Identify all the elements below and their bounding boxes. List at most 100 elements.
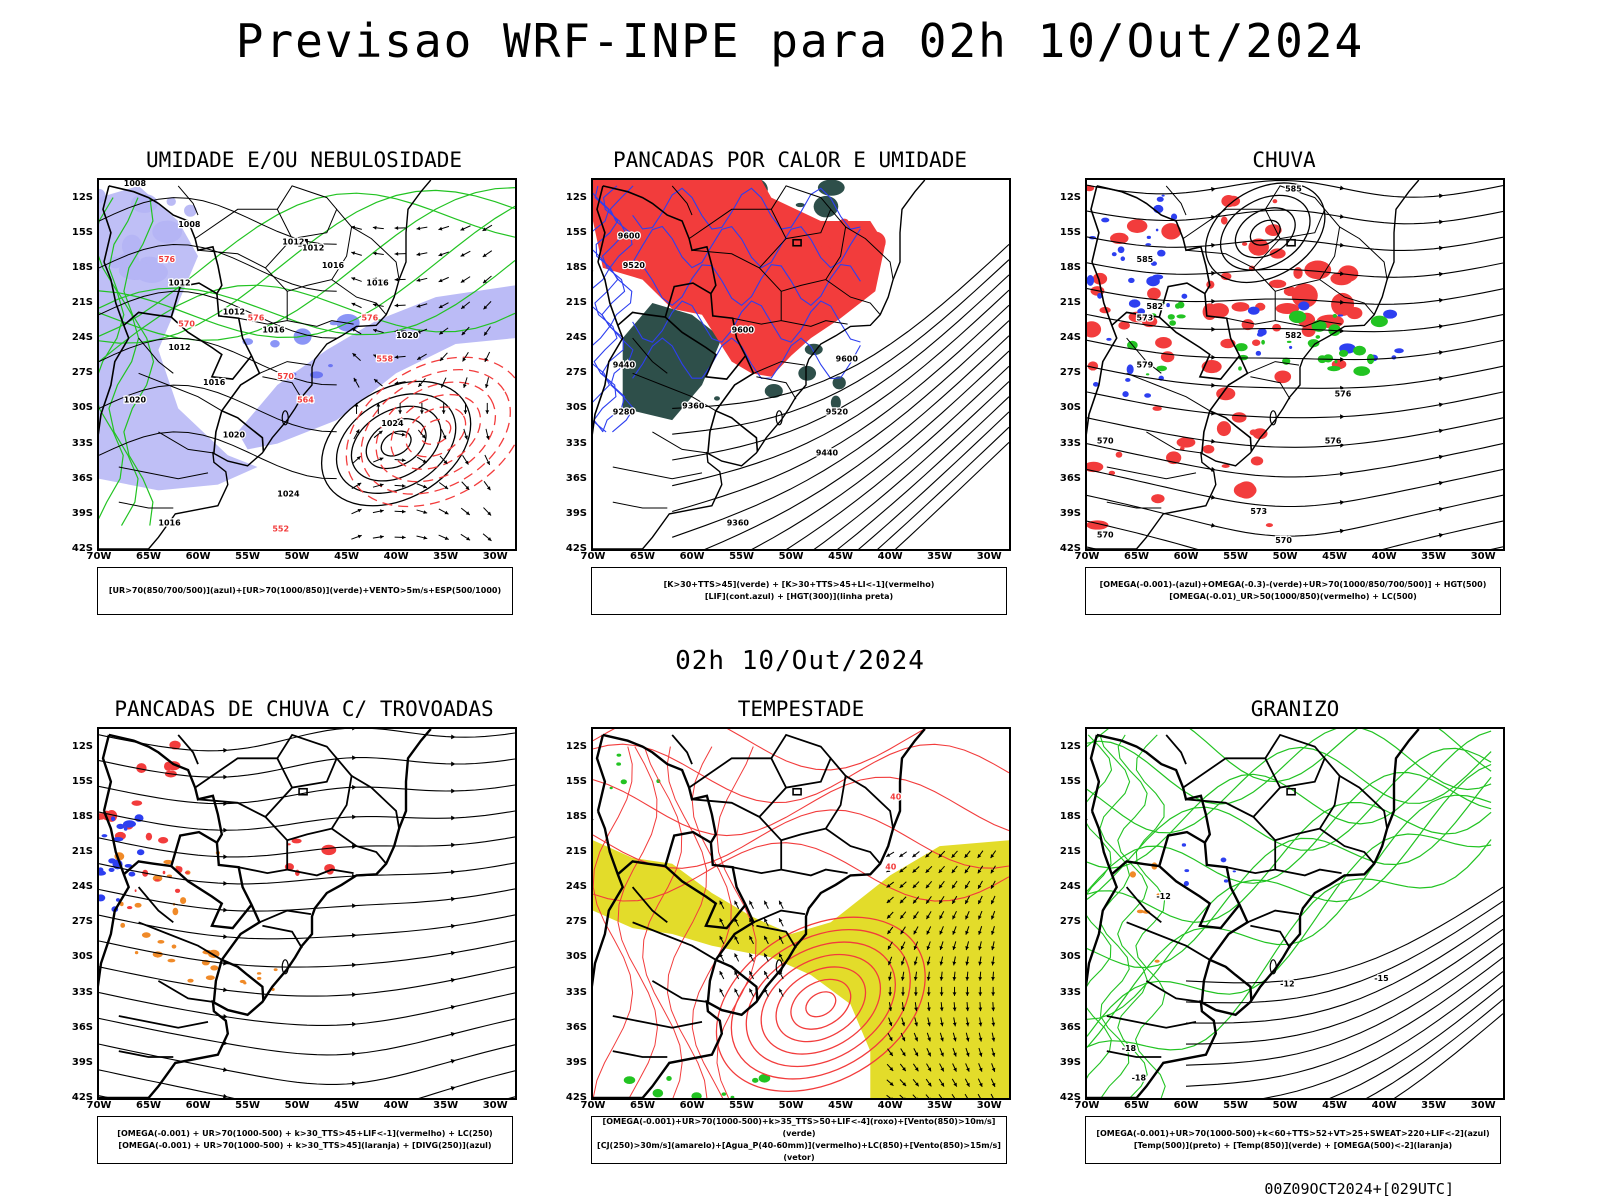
streamline	[1087, 468, 1503, 508]
high-pressure-isobars-ring	[350, 405, 442, 482]
precipitable-water-contours-line	[593, 776, 1009, 837]
humidity-core-cell	[287, 372, 297, 377]
state-border	[262, 924, 303, 949]
state-border	[351, 226, 400, 280]
lon-tick-label: 50W	[778, 551, 804, 562]
rain-red-cells-cell	[1221, 464, 1230, 468]
wind-vector-head	[372, 303, 377, 307]
contour-label: 1016	[158, 519, 181, 528]
lat-tick-label: 39S	[1059, 507, 1081, 519]
wind-vector-head	[901, 992, 905, 996]
instability-red-cells-cell	[818, 245, 831, 258]
wind-vector-head	[394, 251, 399, 256]
omega-orange-cell	[1136, 909, 1144, 914]
state-border	[753, 909, 806, 924]
wind-vector-head	[444, 536, 449, 540]
streamline-arrow	[1339, 271, 1345, 277]
main-title: Previsao WRF-INPE para 02h 10/Out/2024	[235, 14, 1365, 68]
instability-red-cells-cell	[815, 302, 830, 313]
wind-vector-head	[421, 434, 426, 439]
wind-vector-head	[899, 884, 904, 888]
lon-tick-label: 60W	[1173, 551, 1199, 562]
state-border	[1185, 798, 1277, 875]
storm-orange-cell	[141, 932, 151, 938]
wind-vector-head	[913, 899, 917, 904]
streamlines-850-ring	[745, 941, 896, 1068]
streamline-arrow	[1211, 242, 1216, 248]
legend-tempestade: [OMEGA(-0.001)+UR>70(1000-500)+k>35_TTS>…	[591, 1116, 1007, 1164]
wind-vector-head	[461, 305, 466, 309]
contour-label: 1008	[124, 180, 147, 188]
wind-vector-head	[990, 900, 995, 905]
contour-label: 576	[248, 314, 265, 323]
state-border	[331, 827, 387, 865]
wind-vector-head	[461, 331, 466, 336]
rain-blue-cells-cell	[1146, 276, 1160, 287]
rain-green-cells-cell	[1370, 315, 1388, 328]
rain-blue-cells-cell	[1120, 256, 1126, 262]
instability-green-cells-cell	[795, 202, 805, 208]
contour-label: 9600	[732, 325, 755, 334]
streamline-arrow	[450, 923, 456, 929]
streamline-arrow	[1211, 270, 1216, 276]
wind-vector-head	[904, 1097, 906, 1098]
geography	[1087, 180, 1420, 549]
lat-tick-label: 30S	[565, 402, 587, 414]
streamline-arrow	[1340, 357, 1345, 362]
streamline-arrow	[1339, 299, 1345, 305]
streamlines-850-ring	[790, 978, 852, 1030]
streamline-arrow	[1340, 414, 1345, 420]
wind-vector-head	[719, 970, 724, 975]
storm-orange-cell	[120, 922, 126, 928]
state-border	[1339, 775, 1388, 829]
state-border	[1182, 757, 1281, 789]
country-border	[715, 958, 759, 1001]
wind-vector-head	[463, 383, 467, 388]
map-canvas: 9600 9520 9600 9600 9440 9520 9440 9360 9280 9360	[593, 180, 1009, 549]
state-border	[158, 431, 213, 454]
streamline-arrow	[450, 869, 456, 875]
streamline-arrow	[351, 933, 357, 938]
hgt-contours	[672, 243, 1009, 549]
wind-vector-head	[749, 918, 753, 923]
wind-vector-head	[719, 918, 724, 923]
streamlines-500	[1087, 180, 1503, 549]
geography	[99, 729, 432, 1098]
wind-vector-head	[939, 992, 944, 996]
streamline-arrow	[223, 774, 228, 780]
wind-vector-head	[978, 946, 982, 951]
wind-vector-head	[372, 251, 377, 256]
lat-tick-label: 12S	[1059, 191, 1081, 203]
lat-tick-label: 24S	[565, 881, 587, 893]
wind-vector-head	[913, 914, 917, 919]
state-border	[1275, 320, 1342, 327]
wind-vector-head	[779, 918, 783, 923]
lat-tick-label: 33S	[565, 986, 587, 998]
wind-vector-head	[952, 930, 956, 935]
rain-green-cells-cell	[1327, 365, 1341, 372]
streamline-arrow	[450, 896, 456, 902]
wind-vector-head	[357, 508, 362, 513]
humidity-core-cell	[270, 339, 280, 348]
state-border	[753, 361, 806, 374]
wind-vector-head	[965, 946, 969, 951]
wind-vector-head	[423, 535, 428, 540]
rain-green-cells-cell	[1311, 320, 1327, 332]
divergence-blue-cell	[122, 820, 136, 828]
rain-green-west-cell	[1167, 314, 1175, 320]
wind-vector-head	[439, 357, 444, 361]
lat-tick-label: 24S	[71, 332, 93, 344]
wind-vector-head	[379, 535, 384, 539]
wind-vector-head	[423, 510, 428, 514]
country-border	[1111, 311, 1160, 326]
storm-orange-south-cell	[256, 976, 262, 980]
streamline-arrow	[450, 1086, 456, 1091]
wind-vector-head	[900, 914, 904, 919]
lon-tick-label: 50W	[1272, 551, 1298, 562]
storm-orange-cell	[210, 965, 219, 971]
wind-vector-head	[951, 869, 956, 874]
wind-vectors-850	[886, 850, 997, 1098]
streamline-arrow	[351, 962, 357, 968]
streamline-arrow	[1438, 376, 1444, 382]
hail-blue-cell	[1183, 881, 1189, 887]
